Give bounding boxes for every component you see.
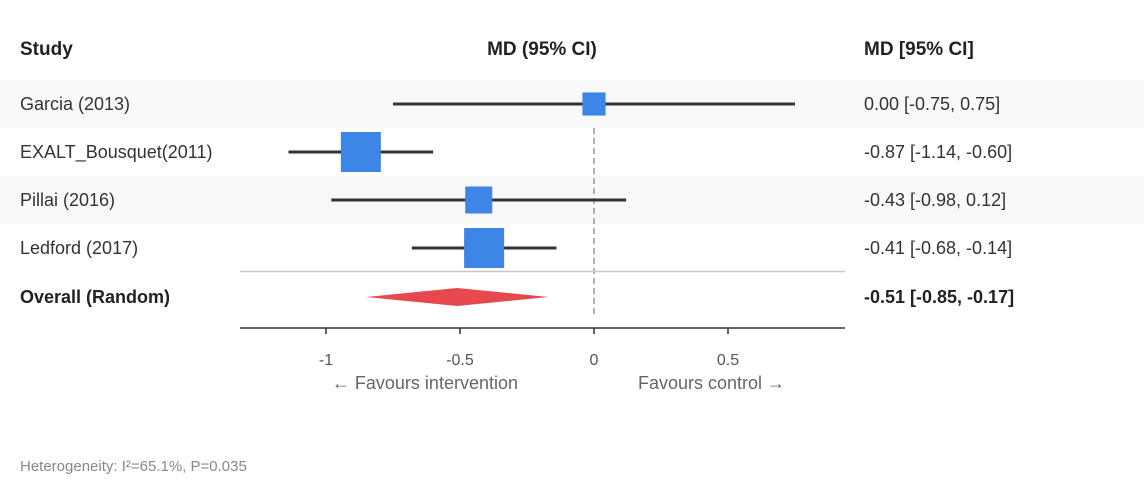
overall-diamond	[366, 288, 549, 306]
header-estimate: MD [95% CI]	[864, 39, 974, 60]
favours-right-label: Favours control →	[638, 373, 785, 393]
tick-label: -0.5	[446, 352, 474, 369]
study-row: Garcia (2013) 0.00 [-0.75, 0.75]	[20, 92, 1000, 116]
study-row: EXALT_Bousquet(2011) -0.87 [-1.14, -0.60]	[20, 132, 1012, 172]
study-row: Ledford (2017) -0.41 [-0.68, -0.14]	[20, 228, 1012, 268]
overall-row: Overall (Random) -0.51 [-0.85, -0.17]	[20, 287, 1014, 307]
header-study: Study	[20, 39, 73, 60]
study-estimate: -0.87 [-1.14, -0.60]	[864, 142, 1012, 162]
effect-square	[340, 132, 381, 172]
header-plot: MD (95% CI)	[487, 39, 597, 60]
study-name: Pillai (2016)	[20, 190, 115, 210]
favours-left-label: ← Favours intervention	[332, 373, 518, 393]
overall-estimate: -0.51 [-0.85, -0.17]	[864, 287, 1014, 307]
study-name: Ledford (2017)	[20, 238, 138, 258]
effect-square	[582, 92, 606, 116]
effect-square	[465, 186, 493, 214]
overall-label: Overall (Random)	[20, 287, 170, 307]
study-row: Pillai (2016) -0.43 [-0.98, 0.12]	[20, 186, 1006, 214]
tick-label: 0	[590, 352, 599, 369]
study-estimate: 0.00 [-0.75, 0.75]	[864, 94, 1000, 114]
study-rows: Garcia (2013) 0.00 [-0.75, 0.75] EXALT_Bou…	[20, 92, 1012, 268]
x-axis-ticks: -1 -0.5 0 0.5	[319, 328, 739, 369]
tick-label: -1	[319, 352, 333, 369]
study-estimate: -0.43 [-0.98, 0.12]	[864, 190, 1006, 210]
tick-label: 0.5	[717, 352, 739, 369]
study-name: Garcia (2013)	[20, 94, 130, 114]
heterogeneity-note: Heterogeneity: I²=65.1%, P=0.035	[20, 458, 247, 475]
study-estimate: -0.41 [-0.68, -0.14]	[864, 238, 1012, 258]
study-name: EXALT_Bousquet(2011)	[20, 142, 212, 163]
effect-square	[464, 228, 505, 268]
